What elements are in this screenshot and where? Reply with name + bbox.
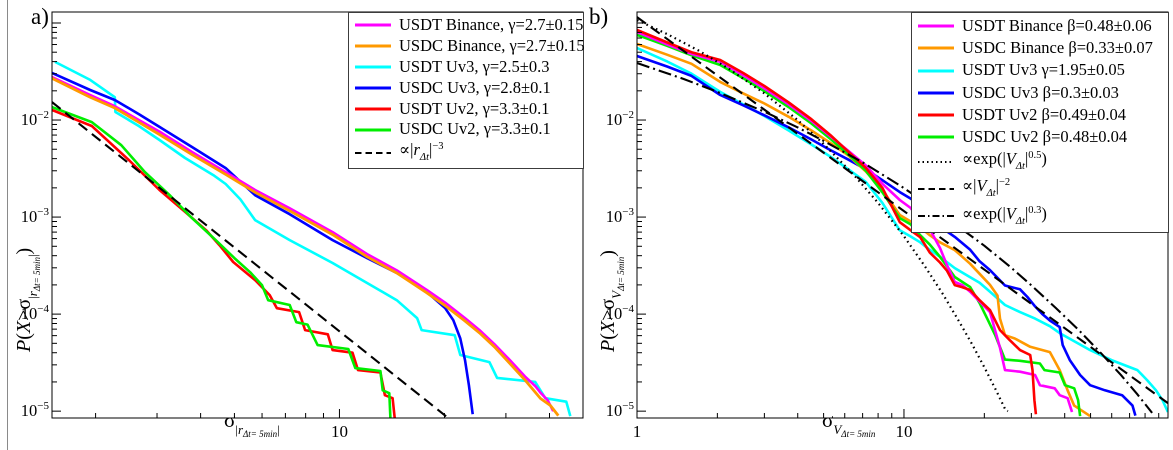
legend-swatch-solid <box>918 135 954 139</box>
legend-swatch-solid <box>355 86 391 90</box>
y-axis-label-b: P(X>σVΔt= 5min) <box>597 250 626 352</box>
legend-label: ∝|rΔt|−3 <box>399 140 444 164</box>
legend-swatch-dashed <box>918 188 954 191</box>
legend-entry: USDC Uv2, γ=3.3±0.1 <box>354 121 581 138</box>
series-usdc-binance <box>52 77 560 417</box>
axes-ticks-a <box>52 22 550 418</box>
legend-panel-b: USDT Binance β=0.48±0.06 USDC Binance β=0… <box>911 12 1169 233</box>
legend-swatch-solid <box>355 65 391 69</box>
legend-entry: ∝exp(|VΔt|0.5) <box>917 149 1166 173</box>
legend-label: USDT Uv3, γ=2.5±0.3 <box>399 56 550 76</box>
series-group-a <box>52 60 572 418</box>
legend-label: USDC Binance β=0.33±0.07 <box>962 38 1153 58</box>
y-tick-label: 10−3 <box>21 206 50 226</box>
legend-entry: USDC Binance, γ=2.7±0.15 <box>354 38 585 55</box>
legend-label: ∝exp(|VΔt|0.5) <box>962 149 1047 173</box>
plot-frame-a <box>51 11 584 419</box>
y-tick-label: 10−5 <box>21 400 50 420</box>
x-tick-label: 1 <box>633 422 642 441</box>
legend-label: USDT Binance, γ=2.7±0.15 <box>399 15 584 35</box>
legend-swatch-solid <box>355 107 391 111</box>
series-usdc-uv3 <box>637 54 1137 416</box>
legend-entry: USDC Binance β=0.33±0.07 <box>917 40 1166 57</box>
legend-entry: ∝exp(|VΔt|0.3) <box>917 203 1166 228</box>
legend-swatch-solid <box>918 46 954 50</box>
series-usdt-uv2 <box>52 108 396 418</box>
legend-entry: USDC Uv3 β=0.3±0.03 <box>917 82 1166 102</box>
series-usdt-uv3 <box>54 60 572 417</box>
y-tick-label: 10−2 <box>606 109 634 129</box>
series-usdc-uv3 <box>52 71 474 415</box>
legend-label: USDC Uv3, γ=2.8±0.1 <box>399 77 551 97</box>
legend-entry: USDC Uv2 β=0.48±0.04 <box>917 126 1166 146</box>
legend-swatch-dashdot <box>918 215 954 218</box>
legend-label: USDC Uv2, γ=3.3±0.1 <box>399 119 551 139</box>
legend-entry: USDC Uv3, γ=2.8±0.1 <box>354 77 581 97</box>
series-exp-0.5 <box>637 19 1009 413</box>
legend-swatch-solid <box>355 128 391 132</box>
panel-b-label: b) <box>589 4 609 29</box>
legend-label: USDT Uv2 β=0.49±0.04 <box>962 104 1126 124</box>
x-tick-label: 10 <box>895 422 912 441</box>
x-tick-label: 10 <box>331 422 348 441</box>
y-tick-label: 10−3 <box>606 206 635 226</box>
x-axis-label-b: σVΔt= 5min <box>822 408 876 439</box>
legend-label: USDT Uv3 γ=1.95±0.05 <box>962 60 1125 80</box>
legend-swatch-solid <box>918 24 954 28</box>
legend-entry: ∝|VΔt|−2 <box>917 178 1166 200</box>
legend-label: ∝|VΔt|−2 <box>962 176 1011 200</box>
legend-label: USDC Uv2 β=0.48±0.04 <box>962 126 1128 146</box>
panel-a-label: a) <box>31 4 49 29</box>
y-axis-label-a: P(X>σ|rΔt= 5min|) <box>13 247 42 352</box>
series-usdc-uv2 <box>52 105 392 418</box>
x-axis-label-a: σ|rΔt= 5min| <box>224 408 280 439</box>
series-usdt-binance <box>52 75 555 412</box>
legend-label: USDT Binance β=0.48±0.06 <box>962 15 1152 35</box>
legend-swatch-dotted <box>918 160 954 163</box>
y-tick-label: 10−5 <box>606 400 635 420</box>
legend-swatch-solid <box>355 44 391 48</box>
legend-entry: USDT Uv3, γ=2.5±0.3 <box>354 56 581 76</box>
legend-swatch-solid <box>355 23 391 27</box>
series-usdc-binance <box>637 42 1091 418</box>
legend-label: USDC Binance, γ=2.7±0.15 <box>399 36 585 56</box>
series-usdc-uv2 <box>637 33 1082 417</box>
legend-entry: USDT Uv2 β=0.49±0.04 <box>917 104 1166 124</box>
legend-entry: USDT Uv2, γ=3.3±0.1 <box>354 98 581 118</box>
left-border-line <box>7 0 8 450</box>
legend-panel-a: USDT Binance, γ=2.7±0.15 USDC Binance, γ=… <box>348 12 585 169</box>
legend-entry: USDT Binance, γ=2.7±0.15 <box>354 15 584 35</box>
legend-label: USDC Uv3 β=0.3±0.03 <box>962 82 1119 102</box>
legend-entry: USDT Binance β=0.48±0.06 <box>917 15 1166 35</box>
legend-label: USDT Uv2, γ=3.3±0.1 <box>399 98 550 118</box>
legend-label: ∝exp(|VΔt|0.3) <box>962 203 1047 227</box>
legend-entry: USDT Uv3 γ=1.95±0.05 <box>917 62 1166 79</box>
axes-ticks-b <box>636 22 1160 418</box>
legend-swatch-dashed <box>355 151 391 154</box>
legend-entry: ∝|rΔt|−3 <box>354 140 581 164</box>
legend-swatch-solid <box>918 91 954 95</box>
legend-swatch-solid <box>918 69 954 73</box>
legend-swatch-solid <box>918 113 954 117</box>
y-tick-label: 10−2 <box>21 109 49 129</box>
series-usdt-uv2 <box>637 28 1038 415</box>
